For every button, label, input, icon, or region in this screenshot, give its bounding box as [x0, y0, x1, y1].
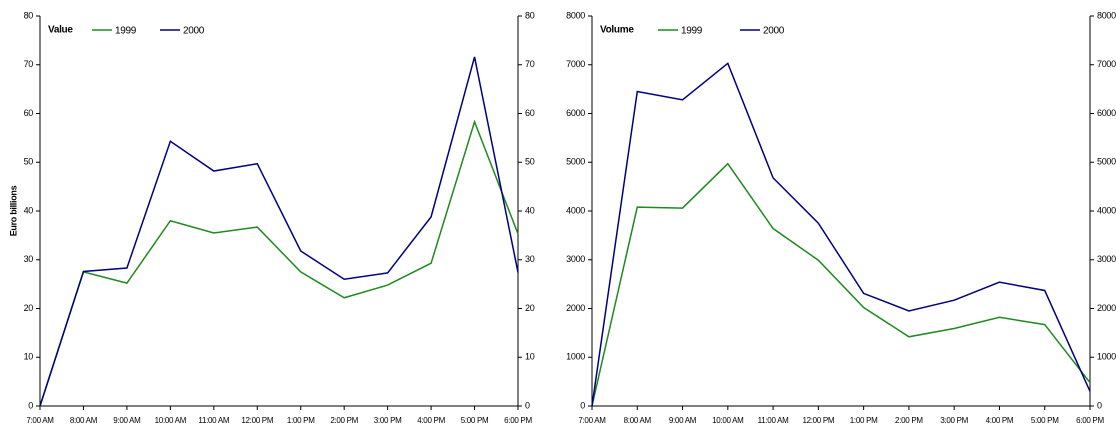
x-tick-label: 11:00 AM	[198, 416, 229, 425]
line-series	[39, 56, 519, 407]
y2-tick-label: 40	[525, 205, 535, 215]
legend-title: Value	[48, 25, 73, 36]
x-tick-label: 12:00 PM	[241, 416, 273, 425]
y2-tick-label: 50	[525, 157, 535, 167]
line-series	[591, 62, 1091, 407]
y-tick-label: 20	[24, 303, 34, 313]
y2-tick-label: 6000	[1097, 108, 1116, 118]
y-tick-label: 6000	[566, 108, 585, 118]
x-tick-label: 9:00 AM	[113, 416, 141, 425]
x-tick-label: 1:00 PM	[287, 416, 315, 425]
legend-label: 2000	[763, 26, 785, 37]
x-tick-label: 3:00 PM	[940, 416, 968, 425]
y-tick-label: 0	[28, 400, 33, 410]
y-tick-label: 70	[24, 59, 34, 69]
y2-tick-label: 60	[525, 108, 535, 118]
y-tick-label: 5000	[566, 157, 585, 167]
x-tick-label: 3:00 PM	[374, 416, 402, 425]
y2-tick-label: 2000	[1097, 303, 1116, 313]
x-tick-label: 10:00 AM	[155, 416, 187, 425]
line-series	[591, 162, 1091, 407]
x-tick-label: 12:00 PM	[802, 416, 834, 425]
x-tick-label: 2:00 PM	[330, 416, 358, 425]
x-tick-label: 11:00 AM	[758, 416, 789, 425]
y2-tick-label: 70	[525, 59, 535, 69]
y-tick-label: 10	[24, 352, 34, 362]
y2-tick-label: 4000	[1097, 205, 1116, 215]
x-tick-label: 2:00 PM	[895, 416, 923, 425]
x-tick-label: 10:00 AM	[712, 416, 744, 425]
x-tick-label: 4:00 PM	[986, 416, 1014, 425]
x-tick-label: 6:00 PM	[1076, 416, 1104, 425]
x-tick-label: 6:00 PM	[504, 416, 532, 425]
y-tick-label: 8000	[566, 10, 585, 20]
y-axis-label: Euro billions	[8, 185, 18, 236]
x-tick-label: 8:00 AM	[70, 416, 98, 425]
legend-label: 1999	[681, 26, 703, 37]
y-tick-label: 3000	[566, 254, 585, 264]
y2-tick-label: 3000	[1097, 254, 1116, 264]
y2-tick-label: 5000	[1097, 157, 1116, 167]
y-tick-label: 1000	[566, 352, 585, 362]
y2-tick-label: 8000	[1097, 10, 1116, 20]
y2-tick-label: 20	[525, 303, 535, 313]
legend-title: Volume	[600, 25, 634, 36]
y-tick-label: 4000	[566, 205, 585, 215]
y2-tick-label: 80	[525, 10, 535, 20]
y-tick-label: 7000	[566, 59, 585, 69]
legend-label: 2000	[183, 26, 205, 37]
y2-tick-label: 0	[525, 400, 530, 410]
x-tick-label: 5:00 PM	[461, 416, 489, 425]
y2-tick-label: 1000	[1097, 352, 1116, 362]
y2-tick-label: 7000	[1097, 59, 1116, 69]
x-tick-label: 7:00 AM	[26, 416, 54, 425]
y2-tick-label: 30	[525, 254, 535, 264]
y-tick-label: 40	[24, 205, 34, 215]
line-series	[39, 119, 519, 407]
x-tick-label: 1:00 PM	[850, 416, 878, 425]
x-tick-label: 9:00 AM	[669, 416, 697, 425]
y2-tick-label: 10	[525, 352, 535, 362]
x-tick-label: 8:00 AM	[624, 416, 652, 425]
y2-tick-label: 0	[1097, 400, 1102, 410]
y-tick-label: 2000	[566, 303, 585, 313]
y-tick-label: 60	[24, 108, 34, 118]
y-tick-label: 50	[24, 157, 34, 167]
y-tick-label: 0	[580, 400, 585, 410]
x-tick-label: 5:00 PM	[1031, 416, 1059, 425]
x-tick-label: 4:00 PM	[417, 416, 445, 425]
y-tick-label: 80	[24, 10, 34, 20]
legend-label: 1999	[115, 26, 137, 37]
x-tick-label: 7:00 AM	[578, 416, 606, 425]
y-tick-label: 30	[24, 254, 34, 264]
